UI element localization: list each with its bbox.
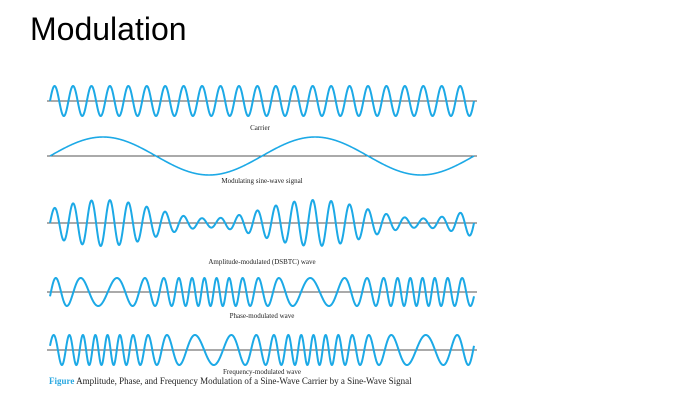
am-wave	[49, 199, 475, 247]
figure-caption-text: Amplitude, Phase, and Frequency Modulati…	[76, 376, 412, 386]
am-label: Amplitude-modulated (DSBTC) wave	[208, 258, 315, 266]
pm-wave	[49, 276, 475, 308]
modulating-label: Modulating sine-wave signal	[221, 177, 302, 185]
carrier-wave	[49, 84, 475, 118]
fm-label: Frequency-modulated wave	[223, 368, 301, 376]
figure-caption: Figure Amplitude, Phase, and Frequency M…	[49, 377, 469, 386]
pm-label: Phase-modulated wave	[230, 312, 295, 320]
carrier-label: Carrier	[250, 124, 270, 132]
figure-caption-lead: Figure	[49, 376, 75, 386]
modulating-wave	[49, 136, 475, 176]
slide-title: Modulation	[30, 11, 187, 47]
fm-wave	[49, 333, 475, 367]
